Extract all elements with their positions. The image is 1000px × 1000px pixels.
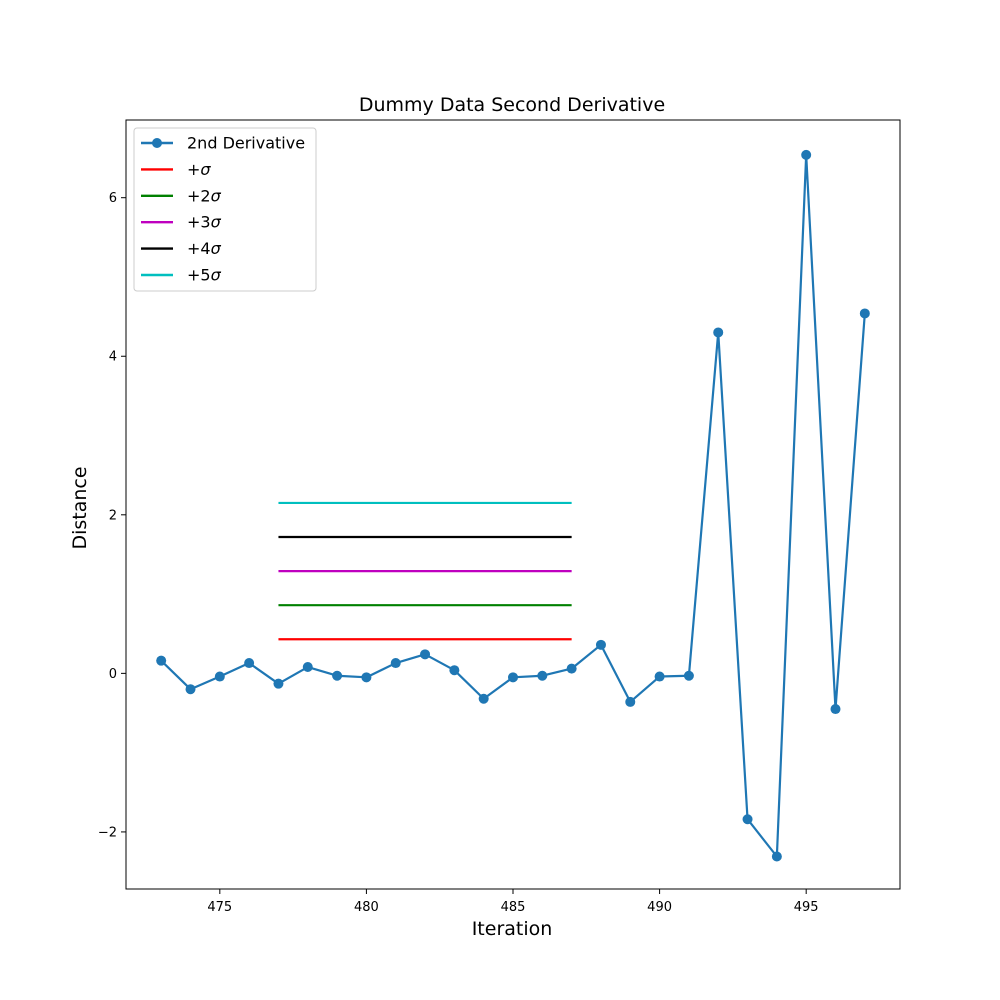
data-point — [302, 662, 313, 673]
x-tick-label: 480 — [354, 900, 379, 915]
legend-marker — [152, 138, 162, 148]
data-point — [595, 639, 606, 650]
data-point — [390, 658, 401, 669]
y-tick-label: 2 — [109, 508, 117, 523]
y-tick-label: 6 — [109, 191, 117, 206]
data-point — [683, 670, 694, 681]
legend-label: +3σ — [187, 213, 222, 232]
legend-label: +5σ — [187, 266, 222, 285]
y-axis-label: Distance — [69, 466, 91, 549]
x-axis-label: Iteration — [472, 918, 553, 940]
data-point — [713, 327, 724, 338]
x-tick-label: 490 — [647, 900, 672, 915]
data-point — [508, 672, 518, 683]
legend-label: +2σ — [187, 186, 222, 205]
data-point — [537, 670, 548, 681]
data-point — [801, 149, 812, 160]
legend-label: +4σ — [187, 239, 222, 258]
x-tick-label: 495 — [794, 900, 819, 915]
data-point — [771, 851, 782, 862]
data-point — [654, 671, 665, 682]
x-tick-label: 475 — [207, 900, 232, 915]
y-tick-label: −2 — [98, 825, 117, 840]
data-point — [625, 696, 636, 707]
data-point — [566, 663, 577, 674]
data-point — [478, 693, 489, 704]
data-point — [361, 672, 372, 683]
plot-area: 475 480 485 490 495 −2 0 2 4 6 2nd Derivative +σ +2σ… — [98, 119, 901, 915]
data-point — [185, 684, 196, 695]
legend: 2nd Derivative +σ +2σ +3σ +4σ +5σ — [133, 127, 317, 292]
data-point — [156, 655, 167, 666]
data-point — [830, 704, 841, 715]
legend-label: 2nd Derivative — [187, 134, 305, 153]
data-point — [214, 671, 225, 682]
data-point — [273, 678, 284, 689]
data-point — [332, 670, 343, 681]
data-point — [420, 649, 431, 660]
data-point — [742, 814, 753, 825]
legend-label: +σ — [187, 160, 211, 179]
x-tick-label: 485 — [501, 900, 526, 915]
chart-title: Dummy Data Second Derivative — [359, 94, 665, 116]
data-point — [449, 665, 460, 676]
y-tick-label: 4 — [109, 350, 117, 365]
data-point — [244, 658, 255, 669]
y-tick-label: 0 — [109, 667, 117, 682]
data-point — [859, 308, 870, 319]
legend-box — [133, 127, 317, 292]
